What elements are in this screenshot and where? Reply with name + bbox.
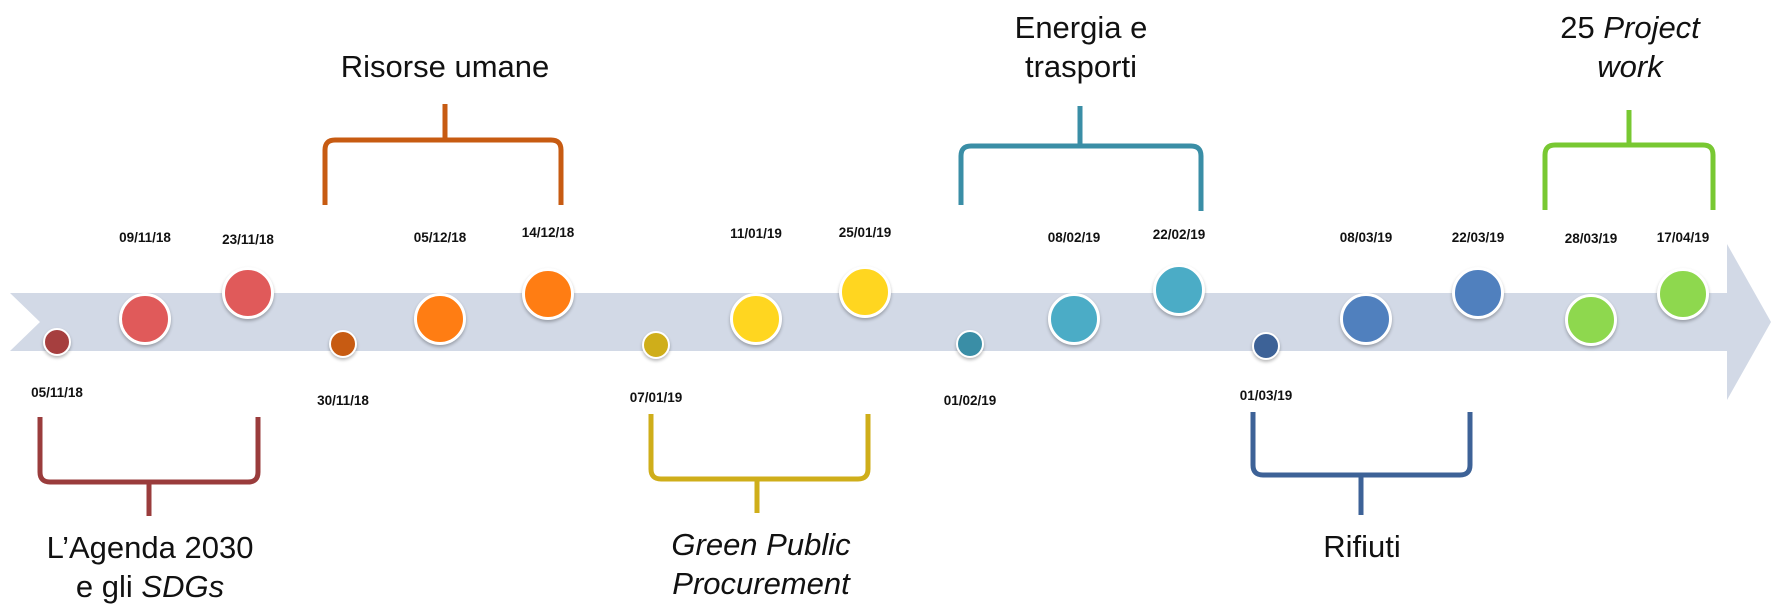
event-dot bbox=[1340, 293, 1392, 345]
label-rifiuti: Rifiuti bbox=[1323, 527, 1401, 566]
bracket-risorse bbox=[322, 104, 564, 205]
label-gpp-line2: Procurement bbox=[671, 564, 850, 603]
event-date: 25/01/19 bbox=[838, 225, 892, 240]
label-agenda-line1: L’Agenda 2030 bbox=[46, 530, 254, 565]
event-date: 11/01/19 bbox=[730, 226, 782, 241]
event-date: 28/03/19 bbox=[1564, 231, 1618, 246]
event-dot bbox=[956, 330, 984, 358]
event-date: 17/04/19 bbox=[1656, 230, 1710, 245]
event-dot bbox=[414, 293, 466, 345]
event-date: 01/03/19 bbox=[1239, 388, 1293, 403]
label-energia-line1: Energia e bbox=[1014, 10, 1148, 45]
event-date: 09/11/18 bbox=[119, 230, 171, 245]
label-gpp-line1: Green Public bbox=[671, 525, 850, 564]
event-date: 05/11/18 bbox=[31, 385, 83, 400]
label-project-word1: Project bbox=[1603, 10, 1700, 45]
event-date: 22/03/19 bbox=[1451, 230, 1505, 245]
label-gpp-line2-text: Procurement bbox=[672, 566, 850, 601]
event-date: 23/11/18 bbox=[222, 232, 274, 247]
bracket-gpp bbox=[648, 414, 871, 513]
label-project-line1: 25 Project bbox=[1560, 8, 1700, 47]
event-dot bbox=[43, 328, 71, 356]
event-dot bbox=[1565, 294, 1617, 346]
event-date: 05/12/18 bbox=[413, 230, 467, 245]
label-energia-line2: trasporti bbox=[1025, 49, 1137, 84]
event-dot bbox=[730, 293, 782, 345]
bracket-energia bbox=[958, 106, 1204, 211]
event-dot bbox=[522, 268, 574, 320]
event-dot bbox=[1657, 268, 1709, 320]
event-dot bbox=[642, 331, 670, 359]
label-risorse-text: Risorse umane bbox=[340, 49, 550, 84]
bracket-agenda bbox=[37, 417, 261, 516]
label-agenda: L’Agenda 2030 e gli SDGs bbox=[47, 528, 254, 606]
timeline-arrow bbox=[10, 244, 1771, 400]
label-project: 25 Project work bbox=[1560, 8, 1700, 86]
event-date: 22/02/19 bbox=[1152, 227, 1206, 242]
label-agenda-line2-text: e gli bbox=[75, 569, 142, 604]
label-gpp-line1-text: Green Public bbox=[671, 527, 851, 562]
event-dot bbox=[1153, 264, 1205, 316]
event-dot bbox=[222, 267, 274, 319]
event-dot bbox=[839, 266, 891, 318]
event-dot bbox=[119, 293, 171, 345]
label-rifiuti-text: Rifiuti bbox=[1323, 529, 1401, 564]
label-risorse: Risorse umane bbox=[341, 47, 549, 86]
event-date: 14/12/18 bbox=[521, 225, 575, 240]
event-date: 01/02/19 bbox=[943, 393, 997, 408]
event-date: 08/02/19 bbox=[1047, 230, 1101, 245]
label-agenda-line2: e gli SDGs bbox=[47, 567, 254, 606]
event-dot bbox=[1048, 293, 1100, 345]
label-gpp: Green Public Procurement bbox=[671, 525, 850, 603]
bracket-project bbox=[1542, 110, 1716, 210]
event-date: 07/01/19 bbox=[629, 390, 683, 405]
event-dot bbox=[1452, 267, 1504, 319]
event-dot bbox=[1252, 332, 1280, 360]
bracket-rifiuti bbox=[1250, 412, 1473, 515]
label-energia: Energia e trasporti bbox=[1015, 8, 1148, 86]
event-date: 30/11/18 bbox=[317, 393, 369, 408]
label-project-line2: work bbox=[1560, 47, 1700, 86]
event-date: 08/03/19 bbox=[1339, 230, 1393, 245]
event-dot bbox=[329, 330, 357, 358]
label-agenda-sdgs: SDGs bbox=[141, 569, 225, 604]
label-project-number: 25 bbox=[1560, 10, 1604, 45]
label-project-word2: work bbox=[1597, 49, 1663, 84]
